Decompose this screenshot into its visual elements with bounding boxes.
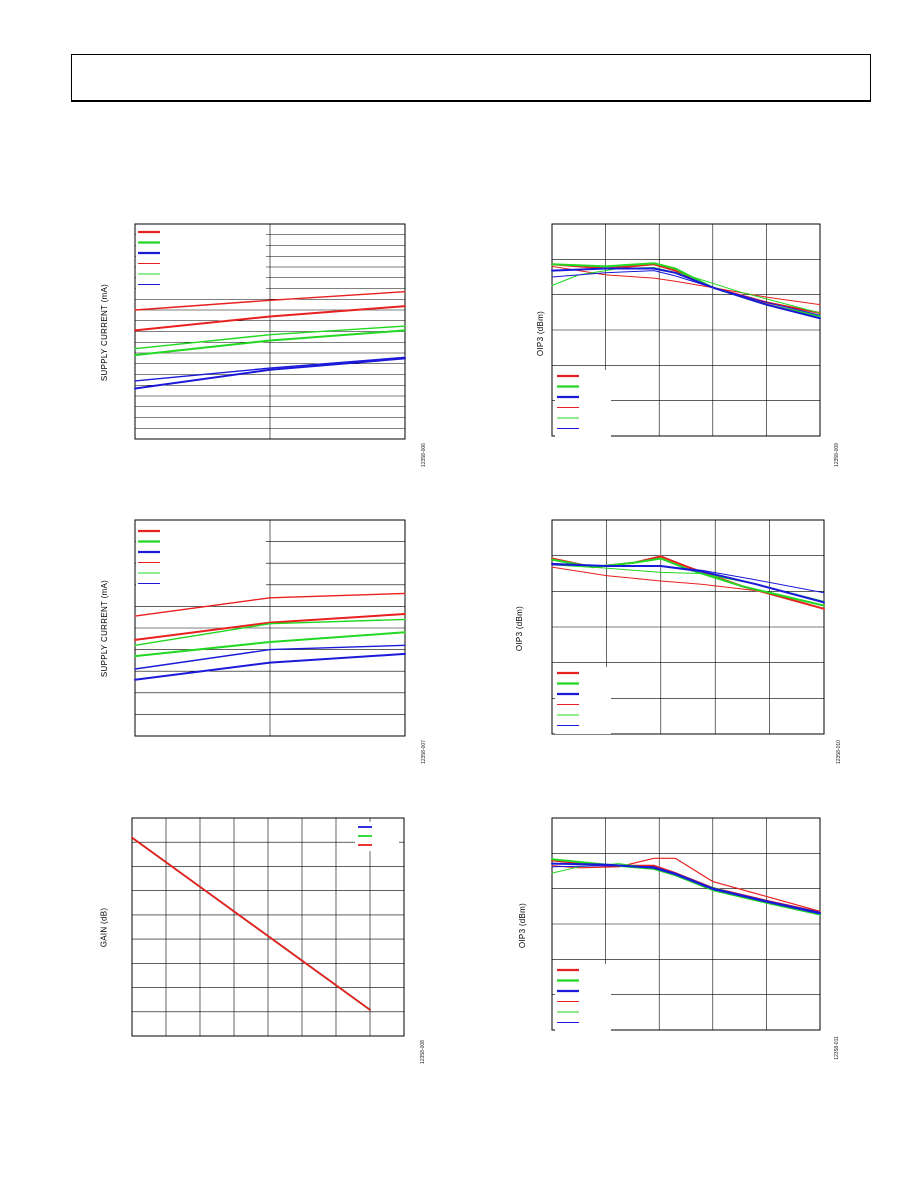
series-line-blue-6 xyxy=(551,564,825,594)
series-line-blue-6 xyxy=(134,357,406,390)
y-axis-label: SUPPLY CURRENT (mA) xyxy=(99,283,109,381)
chart-2 xyxy=(551,223,821,437)
legend-background xyxy=(555,370,611,437)
page-header-box xyxy=(71,54,871,102)
y-axis-label: GAIN (dB) xyxy=(99,907,109,947)
series-line-red-3 xyxy=(131,836,371,1011)
legend-background xyxy=(555,667,611,734)
y-axis-label: OIP3 (dBm) xyxy=(517,902,527,948)
series-line-green-4 xyxy=(134,631,406,658)
legend-background xyxy=(555,964,611,1031)
y-axis-label: OIP3 (dBm) xyxy=(514,605,524,651)
series-line-blue-6 xyxy=(551,270,821,316)
chart-6 xyxy=(551,817,821,1031)
series-line-blue-6 xyxy=(551,865,821,913)
series-line-blue-5 xyxy=(134,356,406,382)
series-line-red-1 xyxy=(134,592,406,617)
figure-id: 12358-007 xyxy=(420,740,427,764)
chart-1 xyxy=(134,223,406,440)
figure-id: 12358-006 xyxy=(420,443,427,467)
series-line-red-1 xyxy=(134,291,406,311)
legend-background xyxy=(136,226,266,293)
figure-id: 12358-009 xyxy=(833,443,840,467)
series-line-blue-5 xyxy=(551,267,821,320)
figure-id: 12358-008 xyxy=(419,1040,426,1064)
series-line-green-3 xyxy=(134,325,406,350)
figure-id: 12358-011 xyxy=(833,1036,840,1060)
chart-3 xyxy=(134,519,406,737)
chart-4 xyxy=(551,519,825,735)
y-axis-label: OIP3 (dBm) xyxy=(535,310,545,356)
series-line-blue-5 xyxy=(134,644,406,670)
series-line-red-2 xyxy=(551,265,821,306)
series-line-blue-6 xyxy=(134,652,406,681)
series-line-red-2 xyxy=(134,613,406,641)
series-line-red-2 xyxy=(134,305,406,332)
series-line-blue-5 xyxy=(551,862,821,915)
legend-background xyxy=(136,525,266,592)
figure-id: 12358-010 xyxy=(835,740,842,764)
series-line-red-1 xyxy=(551,857,821,912)
series-line-red-1 xyxy=(551,555,825,610)
chart-5 xyxy=(131,817,405,1037)
y-axis-label: SUPPLY CURRENT (mA) xyxy=(99,579,109,677)
series-line-green-3 xyxy=(134,618,406,646)
series-line-green-4 xyxy=(134,329,406,357)
